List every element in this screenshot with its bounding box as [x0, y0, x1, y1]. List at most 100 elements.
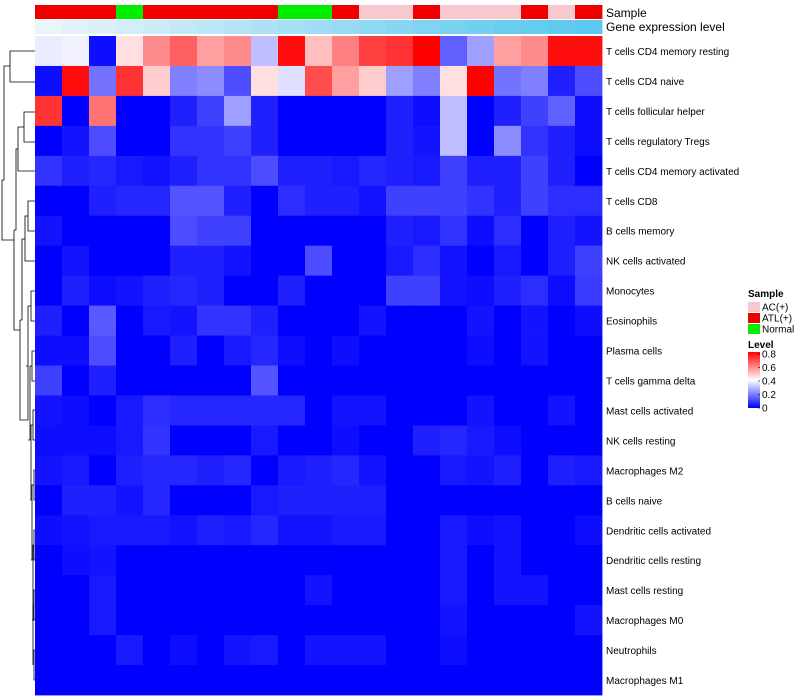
row-label: Plasma cells [606, 347, 662, 358]
heatmap-cell [494, 125, 522, 157]
heatmap-cell [305, 155, 333, 187]
heatmap-cell [224, 95, 252, 127]
heatmap-cell [35, 635, 63, 666]
heatmap-cell [494, 365, 522, 396]
heatmap-cell [332, 635, 360, 666]
heatmap-cell [467, 575, 495, 606]
heatmap-cell [170, 275, 198, 306]
heatmap-cell [224, 455, 252, 486]
heatmap-cell [251, 365, 279, 396]
heatmap-cell [116, 275, 144, 306]
heatmap-cells [35, 36, 603, 696]
heatmap-cell [224, 485, 252, 516]
sample-annotation-cell [62, 5, 90, 19]
heatmap-cell [116, 155, 144, 187]
heatmap-cell [197, 125, 225, 157]
gene-expression-cell [548, 20, 576, 34]
heatmap-cell [35, 455, 63, 486]
legend-swatch [748, 313, 760, 323]
heatmap-cell [62, 335, 90, 366]
heatmap-cell [197, 485, 225, 516]
heatmap-cell [278, 455, 306, 486]
gene-expression-cell [440, 20, 468, 34]
legend-tick-label: 0.6 [762, 363, 776, 374]
heatmap-cell [278, 155, 306, 187]
heatmap-cell [386, 65, 414, 97]
heatmap-cell [224, 395, 252, 426]
heatmap-cell [224, 125, 252, 157]
heatmap-cell [197, 635, 225, 666]
heatmap-cell [251, 65, 279, 97]
heatmap-cell [197, 515, 225, 546]
heatmap-cell [197, 36, 225, 67]
row-label: T cells regulatory Tregs [606, 137, 710, 148]
heatmap-cell [224, 185, 252, 217]
heatmap-cell [278, 575, 306, 606]
heatmap-cell [143, 485, 171, 516]
sample-annotation-cell [116, 5, 144, 19]
sample-annotation-cell [332, 5, 360, 19]
heatmap-cell [548, 95, 576, 127]
heatmap-cell [386, 395, 414, 426]
heatmap-cell [332, 125, 360, 157]
heatmap-cell [413, 575, 441, 606]
heatmap-cell [413, 155, 441, 187]
heatmap-cell [278, 215, 306, 247]
row-label: Mast cells activated [606, 406, 693, 417]
heatmap-cell [332, 515, 360, 546]
sample-annotation-cell [467, 5, 495, 19]
sample-annotation-cell [305, 5, 333, 19]
heatmap-cell [521, 185, 549, 217]
heatmap-cell [575, 185, 603, 217]
heatmap-cell [521, 365, 549, 396]
heatmap-cell [224, 65, 252, 97]
heatmap-cell [197, 425, 225, 456]
legend-swatch [748, 302, 760, 312]
heatmap-cell [251, 395, 279, 426]
heatmap-cell [251, 515, 279, 546]
heatmap-cell [143, 335, 171, 366]
heatmap-cell [170, 36, 198, 67]
heatmap-cell [278, 545, 306, 576]
heatmap-cell [413, 395, 441, 426]
heatmap-cell [89, 245, 117, 277]
heatmap-cell [467, 65, 495, 97]
heatmap-cell [413, 95, 441, 127]
heatmap-cell [116, 245, 144, 277]
heatmap-cell [197, 455, 225, 486]
heatmap-cell [62, 665, 90, 696]
heatmap-cell [332, 65, 360, 97]
heatmap-cell [62, 455, 90, 486]
heatmap-cell [440, 155, 468, 187]
heatmap-cell [548, 545, 576, 576]
heatmap-cell [359, 395, 387, 426]
heatmap-cell [386, 155, 414, 187]
heatmap-cell [305, 365, 333, 396]
heatmap-cell [440, 425, 468, 456]
heatmap-cell [116, 125, 144, 157]
heatmap-cell [305, 305, 333, 336]
heatmap-cell [116, 365, 144, 396]
heatmap-cell [89, 155, 117, 187]
heatmap-cell [305, 125, 333, 157]
heatmap-cell [332, 665, 360, 696]
heatmap-cell [116, 215, 144, 247]
heatmap-cell [467, 335, 495, 366]
heatmap-cell [494, 425, 522, 456]
heatmap-cell [251, 545, 279, 576]
legend-tick-label: 0.4 [762, 377, 776, 388]
heatmap-cell [467, 545, 495, 576]
heatmap-cell [575, 425, 603, 456]
heatmap-cell [89, 665, 117, 696]
heatmap-cell [413, 65, 441, 97]
heatmap-cell [494, 635, 522, 666]
heatmap-cell [197, 395, 225, 426]
heatmap-cell [359, 65, 387, 97]
heatmap-cell [89, 125, 117, 157]
heatmap-cell [521, 455, 549, 486]
gene-expression-annotation-label: Gene expression level [606, 20, 725, 34]
heatmap-cell [467, 245, 495, 277]
heatmap-cell [494, 395, 522, 426]
heatmap-cell [170, 485, 198, 516]
heatmap-cell [575, 455, 603, 486]
